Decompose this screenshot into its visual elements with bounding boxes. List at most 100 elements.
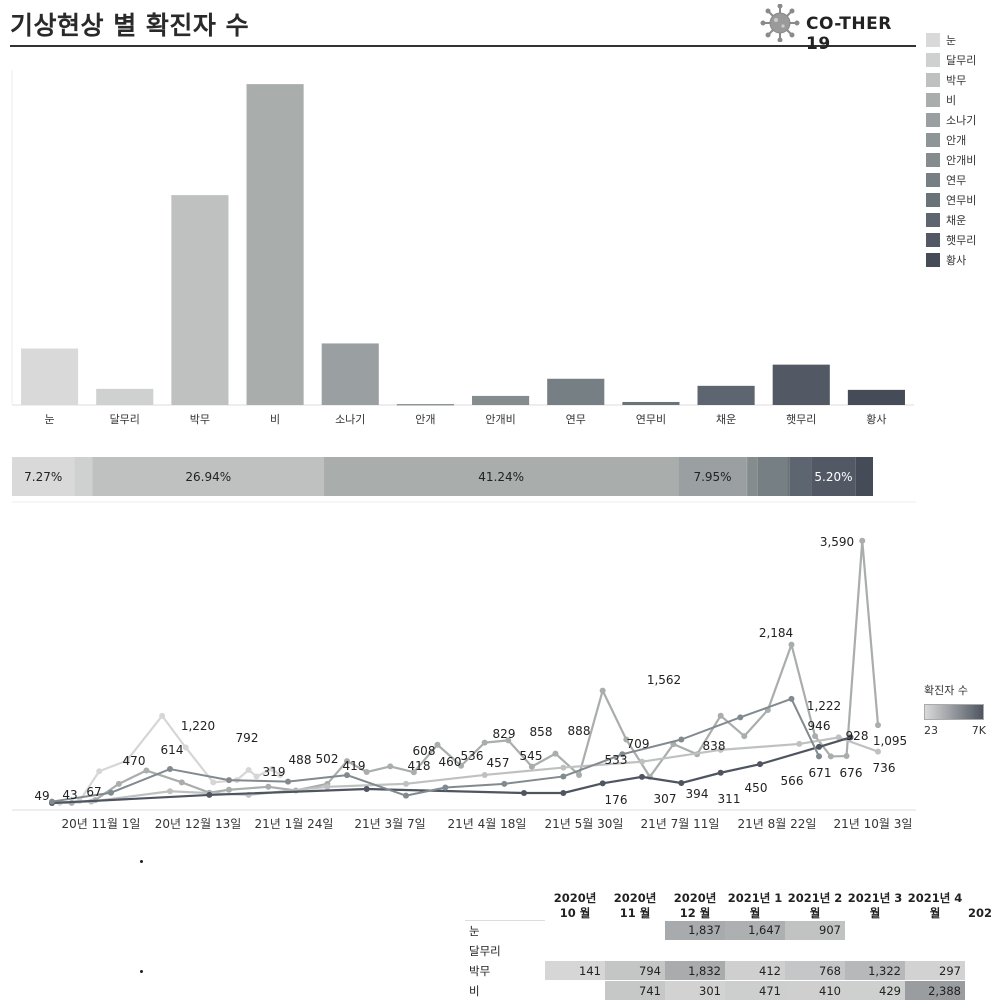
data-point[interactable]: [387, 763, 394, 770]
bar[interactable]: [547, 378, 605, 405]
data-point[interactable]: [552, 750, 559, 757]
stack-segment[interactable]: [92, 457, 325, 496]
heatmap-cell[interactable]: [845, 940, 905, 961]
heatmap-cell[interactable]: [545, 940, 605, 961]
data-point[interactable]: [619, 751, 626, 758]
bar[interactable]: [472, 395, 530, 405]
data-point[interactable]: [639, 773, 645, 780]
data-point[interactable]: [560, 773, 567, 780]
data-point[interactable]: [717, 769, 724, 776]
data-point[interactable]: [859, 537, 866, 544]
data-point[interactable]: [123, 757, 130, 764]
data-point[interactable]: [363, 769, 370, 776]
data-point[interactable]: [560, 764, 567, 771]
data-point[interactable]: [96, 768, 103, 775]
data-point[interactable]: [253, 773, 260, 780]
data-point[interactable]: [796, 740, 803, 747]
data-point[interactable]: [678, 780, 685, 787]
data-point[interactable]: [226, 786, 232, 793]
data-point[interactable]: [115, 780, 122, 787]
heatmap-cell[interactable]: 1,832: [665, 960, 725, 981]
stack-segment[interactable]: [678, 457, 747, 496]
data-point[interactable]: [875, 748, 881, 755]
stack-segment[interactable]: [324, 457, 679, 496]
stack-segment[interactable]: [757, 457, 788, 496]
legend-item[interactable]: 안개: [926, 130, 1000, 150]
heatmap-cell[interactable]: [665, 940, 725, 961]
bar[interactable]: [96, 388, 154, 405]
bar[interactable]: [622, 401, 680, 405]
data-point[interactable]: [265, 783, 272, 790]
data-point[interactable]: [717, 712, 724, 719]
bar[interactable]: [246, 84, 304, 405]
bar[interactable]: [171, 195, 229, 405]
data-point[interactable]: [560, 789, 567, 796]
data-point[interactable]: [639, 758, 645, 765]
heatmap-cell[interactable]: 768: [785, 960, 845, 981]
bar[interactable]: [21, 348, 79, 405]
data-point[interactable]: [344, 772, 350, 779]
data-point[interactable]: [344, 758, 350, 765]
heatmap-cell[interactable]: [605, 940, 665, 961]
legend-item[interactable]: 황사: [926, 250, 1000, 270]
heatmap-cell[interactable]: [785, 940, 845, 961]
data-point[interactable]: [678, 736, 685, 743]
data-point[interactable]: [403, 780, 409, 787]
heatmap-cell[interactable]: 907: [785, 920, 845, 941]
data-point[interactable]: [827, 753, 834, 760]
stack-segment[interactable]: [746, 457, 748, 496]
series-line[interactable]: [51, 539, 880, 804]
data-point[interactable]: [788, 641, 795, 648]
heatmap-cell[interactable]: [605, 920, 665, 941]
series-line[interactable]: [51, 736, 851, 805]
legend-item[interactable]: 채운: [926, 210, 1000, 230]
data-point[interactable]: [741, 733, 748, 740]
data-point[interactable]: [182, 744, 189, 751]
data-point[interactable]: [49, 798, 55, 805]
legend-item[interactable]: 박무: [926, 70, 1000, 90]
data-point[interactable]: [737, 714, 744, 721]
heatmap-cell[interactable]: 741: [605, 980, 665, 1001]
data-point[interactable]: [226, 777, 232, 784]
data-point[interactable]: [599, 780, 606, 787]
heatmap-cell[interactable]: [965, 980, 995, 1001]
heatmap-cell[interactable]: 1,837: [665, 920, 725, 941]
data-point[interactable]: [717, 746, 724, 753]
heatmap-cell[interactable]: 429: [845, 980, 905, 1001]
data-point[interactable]: [481, 771, 488, 778]
heatmap-cell[interactable]: 297: [905, 960, 965, 981]
heatmap-cell[interactable]: 1,322: [845, 960, 905, 981]
data-point[interactable]: [143, 767, 150, 774]
data-point[interactable]: [167, 788, 173, 795]
data-point[interactable]: [521, 789, 527, 796]
stack-segment[interactable]: [855, 457, 873, 496]
heatmap-cell[interactable]: [905, 940, 965, 961]
heatmap-cell[interactable]: 412: [725, 960, 785, 981]
legend-item[interactable]: 햇무리: [926, 230, 1000, 250]
data-point[interactable]: [277, 772, 284, 779]
stack-segment[interactable]: [811, 457, 856, 496]
heatmap-cell[interactable]: 471: [725, 980, 785, 1001]
data-point[interactable]: [505, 737, 512, 744]
data-point[interactable]: [210, 779, 217, 786]
data-point[interactable]: [788, 695, 795, 702]
heatmap-cell[interactable]: [725, 940, 785, 961]
data-point[interactable]: [167, 766, 173, 773]
data-point[interactable]: [285, 778, 291, 785]
data-point[interactable]: [576, 771, 583, 778]
legend-item[interactable]: 안개비: [926, 150, 1000, 170]
heatmap-cell[interactable]: [545, 980, 605, 1001]
heatmap-cell[interactable]: 301: [665, 980, 725, 1001]
heatmap-cell[interactable]: 794: [605, 960, 665, 981]
data-point[interactable]: [245, 766, 252, 773]
heatmap-cell[interactable]: [965, 920, 995, 941]
heatmap-cell[interactable]: 2,388: [905, 980, 965, 1001]
data-point[interactable]: [458, 762, 465, 769]
legend-item[interactable]: 연무비: [926, 190, 1000, 210]
bar[interactable]: [396, 403, 454, 406]
stack-segment[interactable]: [747, 457, 758, 496]
legend-item[interactable]: 연무: [926, 170, 1000, 190]
data-point[interactable]: [501, 780, 508, 787]
data-point[interactable]: [159, 712, 166, 719]
data-point[interactable]: [206, 791, 213, 798]
